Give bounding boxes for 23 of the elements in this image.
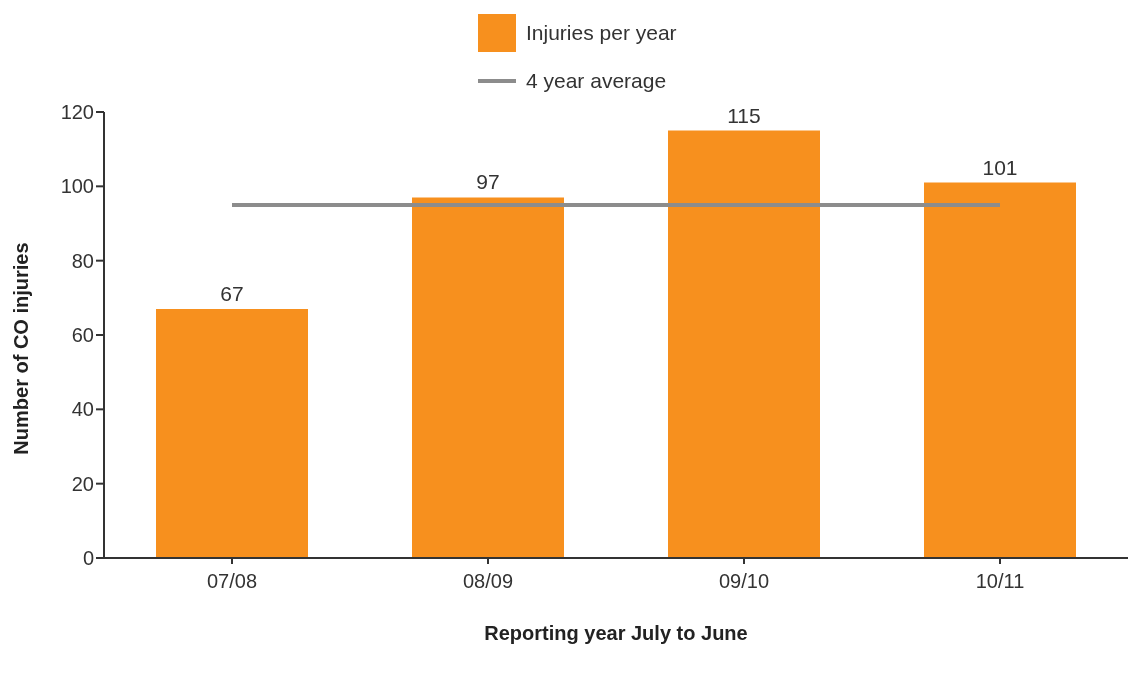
- bar: [924, 182, 1076, 558]
- y-tick-label: 80: [71, 249, 94, 272]
- x-tick-label: 08/09: [462, 570, 514, 593]
- y-tick-label: 40: [71, 398, 94, 421]
- x-tick-label: 10/11: [975, 570, 1025, 593]
- y-tick-label: 60: [71, 324, 94, 347]
- y-tick-label: 0: [82, 547, 94, 570]
- x-tick-label: 09/10: [718, 570, 770, 593]
- data-label: 115: [727, 103, 761, 127]
- bar: [412, 197, 564, 558]
- data-label: 67: [220, 281, 244, 305]
- y-axis-title: Number of CO injuries: [9, 241, 33, 455]
- bar: [668, 130, 820, 558]
- y-tick-label: 20: [71, 472, 94, 495]
- y-tick-label: 100: [60, 175, 94, 198]
- data-label: 97: [476, 170, 500, 194]
- legend-label: Injuries per year: [526, 21, 677, 45]
- y-tick-label: 120: [60, 101, 94, 124]
- x-axis-title: Reporting year July to June: [483, 622, 749, 645]
- legend-label: 4 year average: [526, 69, 667, 93]
- bar: [156, 308, 308, 558]
- data-label: 101: [982, 155, 1018, 179]
- x-tick-label: 07/08: [206, 570, 258, 593]
